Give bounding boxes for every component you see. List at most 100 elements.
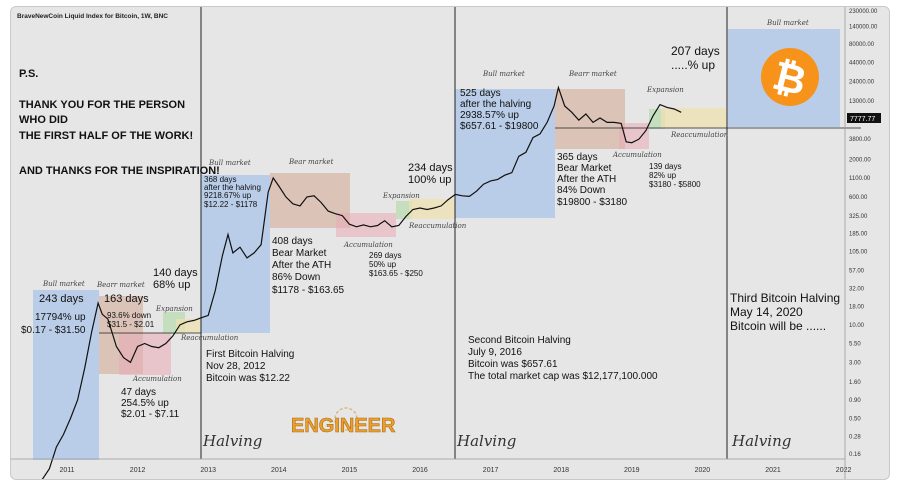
c2-bear-label: Bear Market [272, 248, 327, 259]
x-tick-label: 2016 [412, 467, 428, 474]
phase-bull-2: Bull market [208, 159, 251, 167]
c2-exp-pct: 100% up [408, 174, 451, 186]
c1-acc-pct: 254.5% up [121, 398, 169, 409]
halving-label-2: Halving [456, 432, 516, 450]
bitcoin-logo: ₿ [761, 48, 819, 106]
c2-exp-days: 234 days [408, 162, 453, 174]
y-tick-label: 57.00 [849, 268, 865, 274]
bitcoin-circle [761, 48, 819, 106]
h1-title: First Bitcoin Halving [206, 349, 294, 360]
phase-reacc-2: Reaccumulation [408, 222, 467, 230]
h1-price: Bitcoin was $12.22 [206, 373, 290, 384]
y-tick-label: 0.28 [849, 435, 861, 441]
x-tick-label: 2015 [342, 467, 358, 474]
c3-bull-range: $657.61 - $19800 [460, 121, 539, 132]
y-tick-label: 32.00 [849, 287, 865, 293]
c2-bear-range: $1178 - $163.65 [272, 285, 345, 296]
y-tick-label: 10.00 [849, 323, 865, 329]
engineer-watermark: ENGINEER [291, 407, 396, 437]
y-tick-label: 0.90 [849, 398, 861, 404]
c3-bull-pct: 2938.57% up [460, 110, 519, 121]
note-line-1: THANK YOU FOR THE PERSON [19, 99, 185, 111]
y-tick-label: 3.00 [849, 360, 861, 366]
h2-title: Second Bitcoin Halving [468, 335, 571, 346]
y-tick-label: 13000.00 [849, 99, 875, 105]
x-tick-label: 2017 [483, 467, 499, 474]
c2-acc-range: $163.65 - $250 [369, 269, 423, 278]
c1-bear-range: $31.5 - $2.01 [107, 320, 155, 329]
note-line-4: AND THANKS FOR THE INSPIRATION! [19, 165, 220, 177]
halving-label-3: Halving [731, 432, 791, 450]
phase-acc-3: Accumulation [612, 151, 662, 159]
c2-bull-pct: 9218.67% up [204, 191, 252, 200]
c1-bear-pct: 93.6% down [107, 311, 151, 320]
y-tick-label: 80000.00 [849, 42, 875, 48]
c3-acc-pct: 82% up [649, 171, 677, 180]
y-tick-label: 105.00 [849, 249, 868, 255]
c1-acc-days: 47 days [121, 387, 156, 398]
phase-bear-2: Bear market [288, 158, 334, 166]
h3-date: May 14, 2020 [730, 305, 803, 319]
y-tick-label: 230000.00 [849, 9, 878, 15]
c1-exp-days: 140 days [153, 267, 198, 279]
c3-bear-range: $19800 - $3180 [557, 197, 628, 208]
reacc-box-1 [176, 319, 201, 333]
chart-frame: 230000.00 140000.00 80000.00 44000.00 24000.… [10, 6, 890, 480]
h3-price: Bitcoin will be ...... [730, 319, 826, 333]
c2-bull-days: 368 days [204, 175, 236, 184]
phase-reacc-3: Reaccumulation [670, 131, 729, 139]
c1-bull-range: $0.17 - $31.50 [21, 325, 86, 336]
y-tick-label: 44000.00 [849, 61, 875, 67]
y-axis: 230000.00 140000.00 80000.00 44000.00 24000.… [849, 9, 878, 458]
current-price-label: 7777.77 [850, 116, 875, 123]
y-tick-label: 185.00 [849, 232, 868, 238]
chart-title: BraveNewCoin Liquid Index for Bitcoin, 1… [17, 13, 168, 20]
price-chart: 230000.00 140000.00 80000.00 44000.00 24000.… [11, 7, 881, 479]
watermark-text: ENGINEER [291, 415, 396, 437]
phase-bear-3: Bearr market [568, 70, 617, 78]
c2-bear-pct: 86% Down [272, 272, 320, 283]
c1-exp-pct: 68% up [153, 279, 190, 291]
y-tick-label: 24000.00 [849, 80, 875, 86]
current-price-tag [847, 113, 881, 123]
c3-bear-days: 365 days [557, 152, 598, 163]
c3-bear-pct: 84% Down [557, 185, 605, 196]
reacc-box-2 [409, 199, 456, 219]
c4-days: 207 days [671, 44, 720, 58]
c2-bull-range: $12.22 - $1178 [204, 200, 258, 209]
y-tick-label: 600.00 [849, 195, 868, 201]
phase-bear-1: Bearr market [96, 281, 145, 289]
note-line-3: THE FIRST HALF OF THE WORK! [19, 130, 193, 142]
price-line [41, 85, 682, 479]
reacc-box-3 [661, 108, 726, 128]
c1-acc-range: $2.01 - $7.11 [121, 409, 180, 420]
x-axis: 2011 2012 2013 2014 2015 2016 2017 2018 2019 2020… [59, 467, 851, 474]
x-tick-label: 2011 [59, 467, 74, 474]
y-tick-label: 1100.00 [849, 176, 871, 182]
c2-acc-days: 269 days [369, 251, 401, 260]
c3-bull-days: 525 days [460, 88, 501, 99]
note-line-2: WHO DID [19, 114, 68, 126]
c2-acc-pct: 50% up [369, 260, 397, 269]
c3-bull-after: after the halving [460, 99, 531, 110]
h1-date: Nov 28, 2012 [206, 361, 266, 372]
y-tick-label: 0.50 [849, 416, 861, 422]
phase-reacc-1: Reaccumulation [180, 334, 239, 342]
gear-icon [334, 407, 358, 431]
bull-box-1 [33, 290, 99, 460]
c3-bear-label: Bear Market [557, 163, 612, 174]
x-tick-label: 2020 [695, 467, 711, 474]
c1-bull-pct: 17794% up [35, 312, 86, 323]
y-tick-label: 5.50 [849, 342, 861, 348]
c3-acc-range: $3180 - $5800 [649, 180, 701, 189]
phase-bull-3: Bull market [482, 70, 525, 78]
acc-box-1 [119, 333, 171, 375]
c4-pct: .....% up [671, 58, 715, 72]
x-tick-label: 2013 [200, 467, 216, 474]
y-tick-label: 3800.00 [849, 137, 871, 143]
y-tick-label: 140000.00 [849, 25, 878, 31]
halving-label-1: Halving [202, 432, 262, 450]
h2-cap: The total market cap was $12,177,100.000 [468, 371, 658, 382]
phase-exp-2: Expansion [382, 192, 420, 200]
y-tick-label: 1.60 [849, 380, 861, 386]
